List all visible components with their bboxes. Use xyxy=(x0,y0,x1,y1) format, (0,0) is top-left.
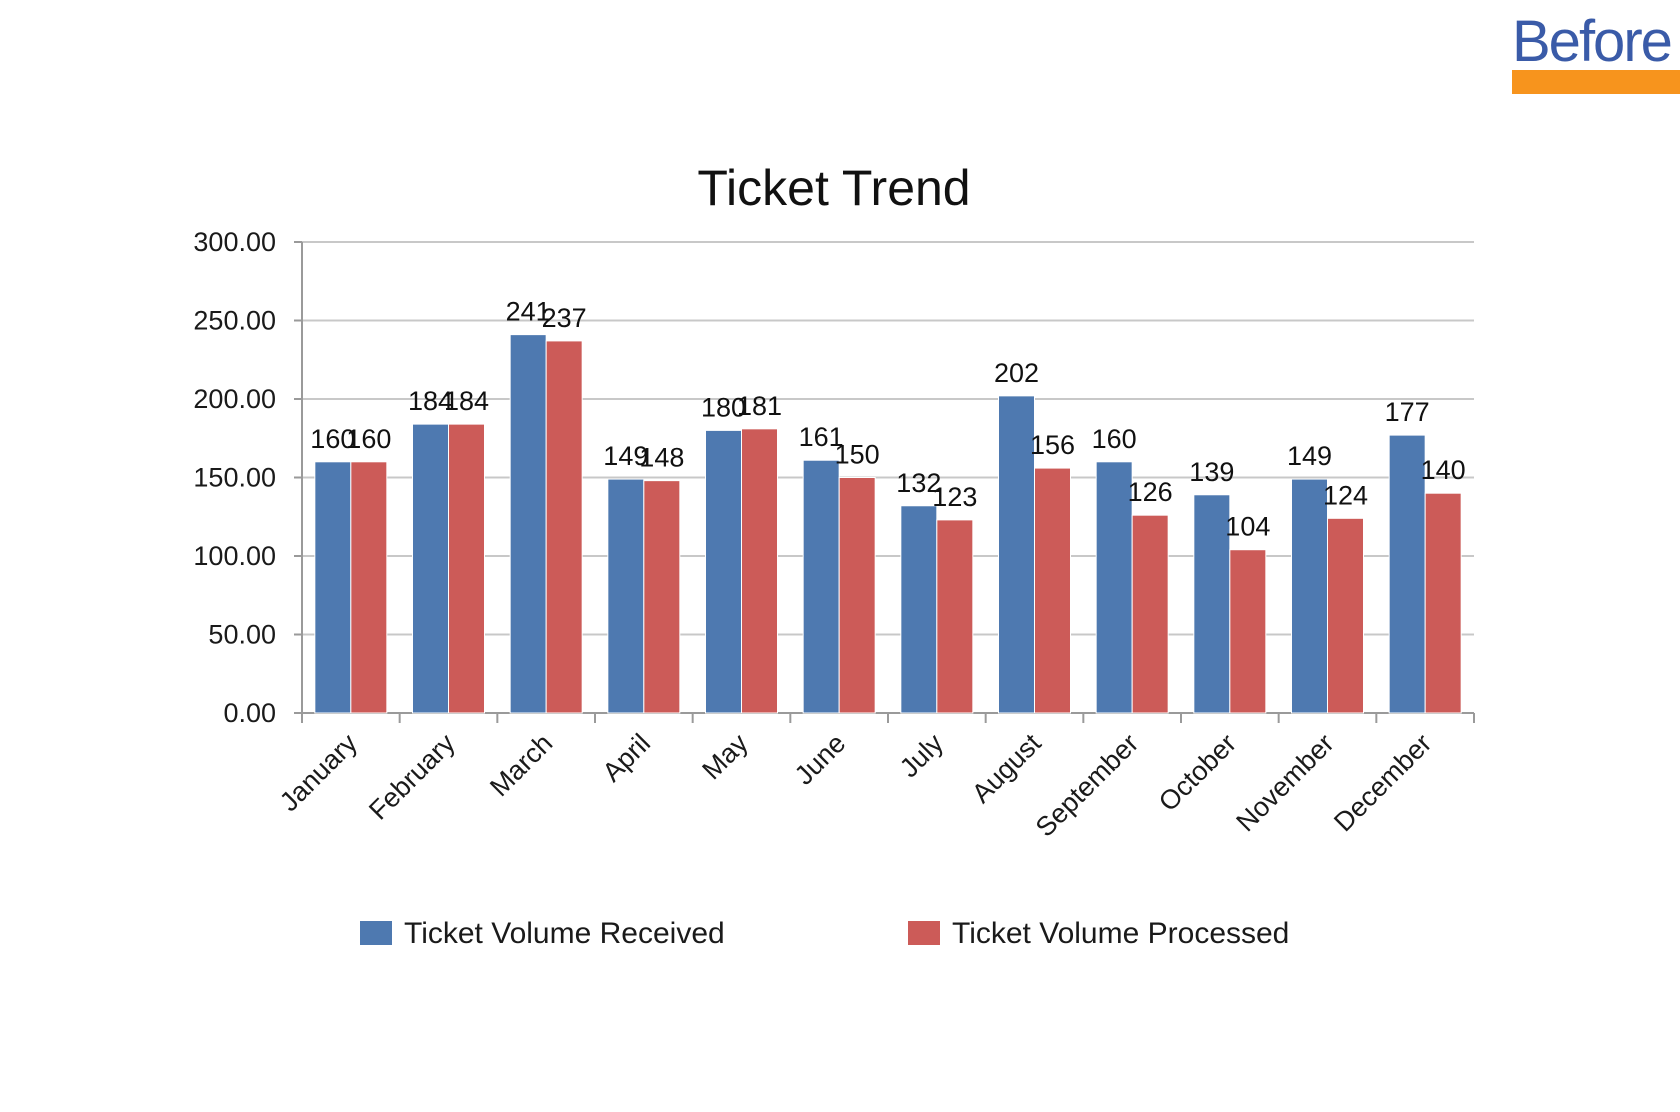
x-tick-label-october: October xyxy=(1153,728,1242,817)
data-label-processed-december: 140 xyxy=(1421,455,1466,485)
legend-swatch-received xyxy=(360,921,392,945)
x-tick-label-march: March xyxy=(484,728,558,802)
y-tick-label: 300.00 xyxy=(193,227,276,257)
data-label-received-march: 241 xyxy=(506,297,551,327)
chart-gridlines xyxy=(302,241,1474,636)
x-tick-label-june: June xyxy=(789,728,852,791)
bar-processed-november xyxy=(1327,517,1364,714)
x-tick-label-july: July xyxy=(894,728,950,784)
bar-received-june xyxy=(802,459,840,714)
data-label-processed-august: 156 xyxy=(1030,430,1075,460)
data-label-received-september: 160 xyxy=(1092,424,1137,454)
bar-processed-february xyxy=(448,423,485,714)
x-tick-label-february: February xyxy=(363,728,461,826)
y-tick-label: 150.00 xyxy=(193,463,276,493)
data-label-processed-september: 126 xyxy=(1128,477,1173,507)
bar-received-january xyxy=(314,461,352,714)
bar-received-april xyxy=(607,478,645,714)
data-label-processed-november: 124 xyxy=(1323,480,1368,510)
data-label-received-august: 202 xyxy=(994,358,1039,388)
bar-processed-september xyxy=(1131,514,1169,714)
chart-data-labels: 1601601841842412371491481801811611501321… xyxy=(310,297,1465,542)
data-label-processed-january: 160 xyxy=(346,424,391,454)
data-label-received-june: 161 xyxy=(799,422,844,452)
chart-title: Ticket Trend xyxy=(697,160,970,216)
data-label-processed-july: 123 xyxy=(932,482,977,512)
bar-processed-january xyxy=(350,461,388,714)
bar-processed-july xyxy=(936,519,974,714)
x-tick-label-september: September xyxy=(1030,728,1145,843)
bar-processed-august xyxy=(1034,467,1071,714)
data-label-received-january: 160 xyxy=(310,424,355,454)
bar-processed-april xyxy=(643,480,681,714)
bar-received-july xyxy=(900,505,938,714)
bar-processed-march xyxy=(545,340,583,714)
legend-label-processed: Ticket Volume Processed xyxy=(952,917,1289,950)
y-tick-label: 200.00 xyxy=(193,384,276,414)
y-tick-label: 50.00 xyxy=(208,620,276,650)
y-tick-label: 0.00 xyxy=(223,698,276,728)
y-tick-label: 100.00 xyxy=(193,541,276,571)
chart-legend: Ticket Volume Received Ticket Volume Proc… xyxy=(360,917,1289,950)
data-label-received-july: 132 xyxy=(896,468,941,498)
x-axis-tick-labels: January February March April May June July Augu… xyxy=(274,728,1437,843)
y-tick-label: 250.00 xyxy=(193,306,276,336)
x-tick-label-november: November xyxy=(1230,728,1339,837)
legend-label-received: Ticket Volume Received xyxy=(404,917,725,950)
bar-received-february xyxy=(412,423,449,714)
data-label-processed-march: 237 xyxy=(542,303,587,333)
bar-received-december xyxy=(1388,434,1426,714)
before-badge-underline xyxy=(1512,70,1680,94)
bar-received-august xyxy=(998,395,1035,714)
bar-received-may xyxy=(705,429,742,714)
bar-received-march xyxy=(509,334,547,714)
data-label-received-april: 149 xyxy=(603,441,648,471)
data-label-processed-may: 181 xyxy=(737,391,782,421)
legend-swatch-processed xyxy=(908,921,940,945)
x-tick-label-august: August xyxy=(966,728,1047,809)
data-label-received-october: 139 xyxy=(1189,457,1234,487)
chart-bars xyxy=(314,334,1462,714)
x-tick-label-may: May xyxy=(696,728,754,786)
before-badge: Before xyxy=(1512,6,1680,94)
x-tick-label-december: December xyxy=(1328,728,1437,837)
data-label-received-december: 177 xyxy=(1385,397,1430,427)
data-label-processed-april: 148 xyxy=(639,443,684,473)
data-label-received-february: 184 xyxy=(408,386,453,416)
y-axis-tick-labels: 0.00 50.00 100.00 150.00 200.00 250.00 300.00 xyxy=(193,227,276,728)
data-label-processed-june: 150 xyxy=(835,440,880,470)
bar-received-november xyxy=(1291,478,1328,714)
bar-processed-june xyxy=(838,477,876,714)
bar-received-september xyxy=(1095,461,1133,714)
data-label-received-may: 180 xyxy=(701,392,746,422)
data-label-processed-february: 184 xyxy=(444,386,489,416)
x-tick-label-january: January xyxy=(274,728,363,817)
bar-processed-october xyxy=(1229,549,1267,714)
chart-axes xyxy=(294,241,1475,723)
data-label-processed-october: 104 xyxy=(1225,512,1270,542)
x-tick-label-april: April xyxy=(597,728,656,787)
bar-processed-december xyxy=(1424,492,1462,714)
bar-received-october xyxy=(1193,494,1231,714)
data-label-received-november: 149 xyxy=(1287,441,1332,471)
bar-processed-may xyxy=(741,428,778,714)
before-badge-label: Before xyxy=(1512,9,1673,74)
